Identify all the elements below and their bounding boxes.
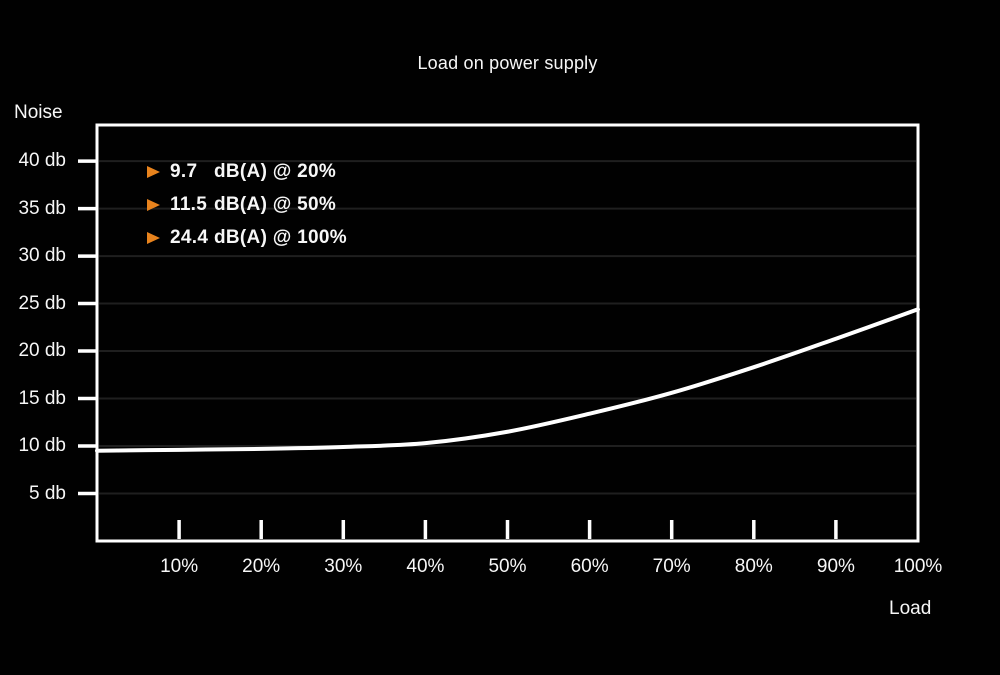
x-axis-title: Load	[889, 598, 932, 619]
x-tick-label: 10%	[160, 556, 199, 577]
y-tick-label: 20 db	[18, 340, 66, 362]
legend-text: dB(A) @ 50%	[214, 193, 337, 215]
legend-value: 11.5	[170, 193, 208, 215]
y-axis-title: Noise	[14, 102, 63, 123]
y-tick-label: 35 db	[18, 197, 66, 219]
y-tick-label: 5 db	[29, 482, 66, 504]
plot-border	[95, 123, 920, 543]
x-tick-label: 70%	[652, 556, 691, 577]
x-tick-label: 40%	[406, 556, 445, 577]
x-tick-label: 60%	[570, 556, 609, 577]
triangle-marker-icon	[147, 198, 160, 211]
y-tick-label: 30 db	[18, 245, 66, 267]
y-tick-label: 40 db	[18, 150, 66, 172]
noise-curve	[95, 307, 920, 453]
x-tick-label: 20%	[242, 556, 281, 577]
legend-value: 9.7	[170, 160, 198, 182]
legend-entry: 9.7 dB(A) @ 20%	[147, 155, 347, 188]
x-tick-label: 90%	[816, 556, 855, 577]
chart-title: Load on power supply	[417, 53, 598, 73]
x-tick-label: 30%	[324, 556, 363, 577]
triangle-marker-icon	[147, 231, 160, 244]
x-tick-label: 100%	[893, 556, 943, 577]
x-tick-label: 50%	[488, 556, 527, 577]
y-tick-label: 25 db	[18, 292, 66, 314]
legend-entry: 24.4 dB(A) @ 100%	[147, 221, 347, 254]
legend-entry: 11.5 dB(A) @ 50%	[147, 188, 347, 221]
y-tick-label: 15 db	[18, 387, 66, 409]
legend-text: dB(A) @ 100%	[214, 226, 347, 248]
y-tick-label: 10 db	[18, 435, 66, 457]
legend-value: 24.4	[170, 226, 209, 248]
x-tick-label: 80%	[734, 556, 773, 577]
triangle-marker-icon	[147, 165, 160, 178]
legend-text: dB(A) @ 20%	[214, 160, 337, 182]
legend: 9.7 dB(A) @ 20% 11.5 dB(A) @ 50% 24.4 dB(A) @…	[147, 155, 347, 254]
